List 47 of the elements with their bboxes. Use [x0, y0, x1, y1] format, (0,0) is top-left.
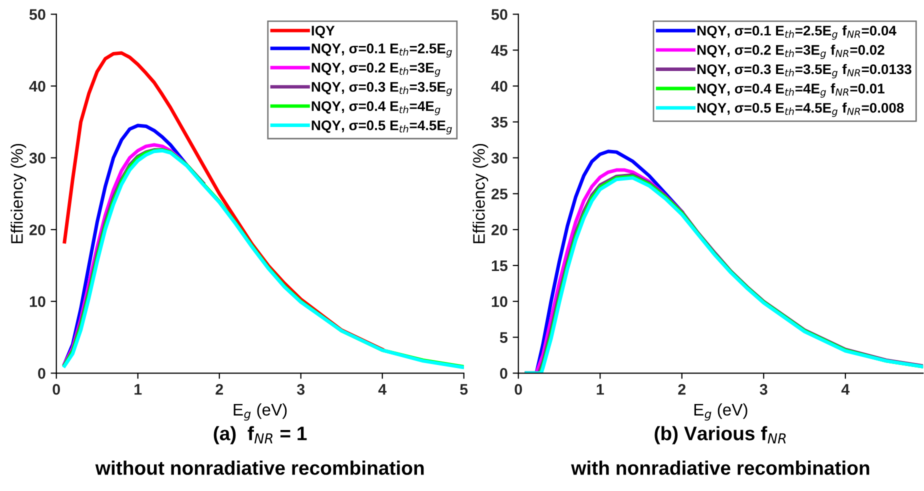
x-tick-label: 1	[134, 384, 142, 395]
x-tick-label: 3	[296, 384, 305, 395]
y-tick-label: 15	[492, 260, 508, 272]
y-tick-label: 40	[491, 80, 508, 92]
y-tick-label: 40	[29, 80, 46, 92]
legend-label: NQY, σ=0.2 E$_{th}$=3E$_{g}$	[312, 62, 440, 77]
legend-label: IQY	[312, 26, 335, 38]
legend-label: NQY, σ=0.4 E$_{th}$=4E$_{g}$	[312, 101, 440, 116]
y-tick-label: 5	[500, 332, 508, 343]
y-tick-label: 20	[29, 224, 46, 236]
y-axis-title: Efficiency (%)	[472, 144, 488, 244]
y-tick-label: 45	[491, 45, 508, 56]
legend-label: NQY, σ=0.5 E$_{th}$=4.5E$_{g}$ f$_{NR}$=0.008	[697, 102, 904, 117]
legend-label: NQY, σ=0.1 E$_{th}$=2.5E$_{g}$	[312, 44, 452, 58]
x-tick-label: 0	[52, 384, 60, 395]
y-tick-label: 30	[491, 152, 508, 164]
legend-label: NQY, σ=0.3 E$_{th}$=3.5E$_{g}$	[312, 82, 452, 96]
text: with nonradiative recombination	[571, 460, 870, 475]
legend-label: NQY, σ=0.2 E$_{th}$=3E$_{g}$ f$_{NR}$=0.02	[697, 44, 884, 60]
x-tick-label: 2	[216, 384, 223, 395]
text: (a) f$_{NR}$ = 1	[214, 426, 307, 444]
y-axis-title: Efficiency (%)	[10, 144, 26, 244]
y-tick-label: 35	[491, 116, 508, 128]
x-axis-title: E$_{g}$ (eV)	[694, 403, 748, 421]
y-tick-label: 50	[491, 9, 508, 20]
text: (b) Various f$_{NR}$	[654, 426, 786, 444]
y-tick-label: 10	[30, 296, 46, 308]
y-tick-label: 0	[38, 368, 46, 379]
legend-label: NQY, σ=0.3 E$_{th}$=3.5E$_{g}$ f$_{NR}$=0.0133	[697, 64, 912, 78]
y-tick-label: 10	[492, 296, 508, 308]
y-tick-label: 50	[29, 9, 46, 20]
x-tick-label: 3	[760, 384, 768, 395]
x-tick-label: 4	[841, 384, 850, 395]
x-tick-label: 5	[460, 384, 468, 395]
y-tick-label: 0	[500, 368, 508, 379]
legend-label: NQY, σ=0.5 E$_{th}$=4.5E$_{g}$	[312, 120, 452, 134]
legend-label: NQY, σ=0.4 E$_{th}$=4E$_{g}$ f$_{NR}$=0.01	[697, 83, 884, 98]
x-tick-label: 1	[596, 384, 604, 395]
x-tick-label: 0	[514, 384, 522, 395]
x-tick-label: 2	[678, 384, 686, 395]
x-axis-title: E$_{g}$ (eV)	[234, 403, 287, 421]
y-tick-label: 30	[29, 152, 46, 164]
y-tick-label: 20	[491, 224, 508, 236]
y-tick-label: 25	[491, 188, 508, 200]
legend-label: NQY, σ=0.1 E$_{th}$=2.5E$_{g}$ f$_{NR}$=0.04	[697, 25, 896, 40]
text: without nonradiative recombination	[95, 460, 424, 475]
x-tick-label: 4	[378, 384, 387, 395]
